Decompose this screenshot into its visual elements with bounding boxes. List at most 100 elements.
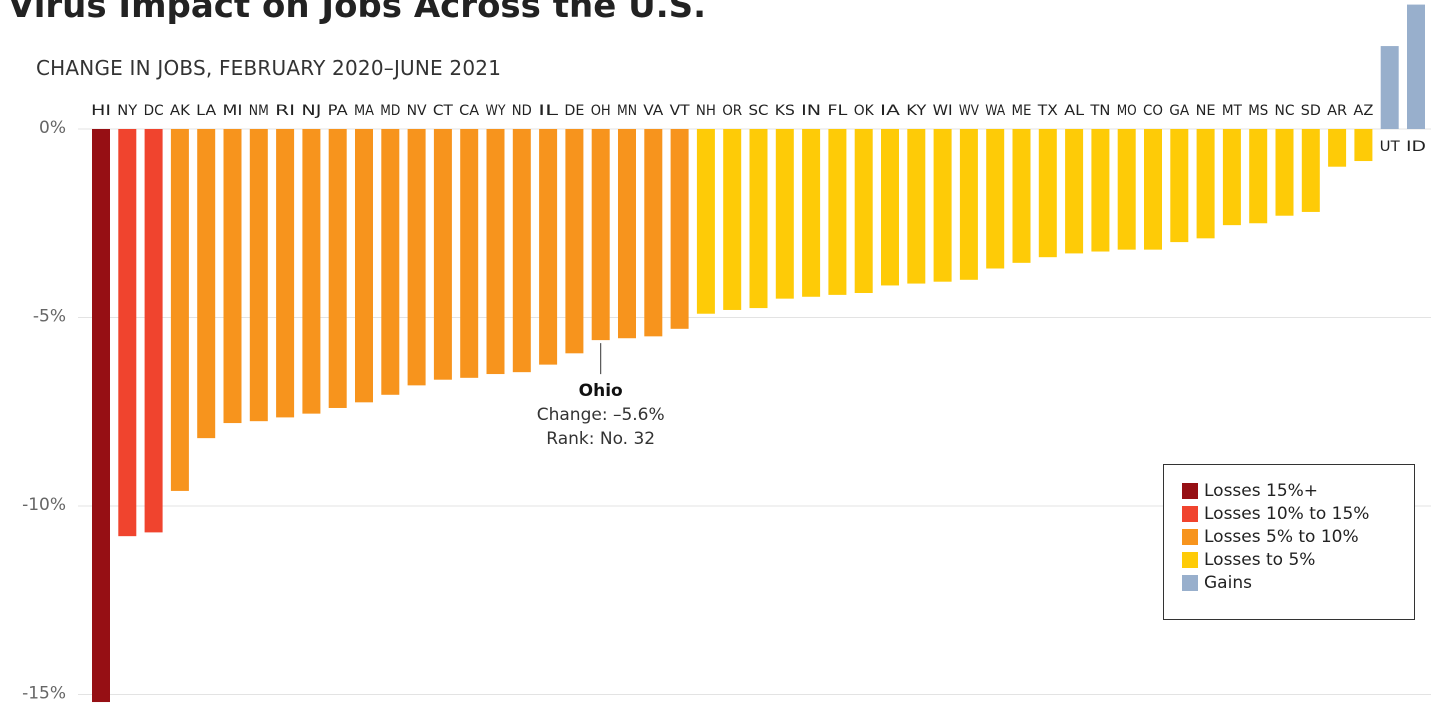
annotation-title: Ohio [579, 381, 623, 401]
annotation-line: Change: –5.6% [537, 405, 665, 425]
chart-title: Virus Impact on Jobs Across the U.S. [8, 0, 707, 26]
state-label-al: AL [1064, 103, 1084, 119]
bar-pa [328, 129, 347, 408]
state-label-ia: IA [880, 103, 901, 119]
bar-il [539, 129, 558, 365]
state-label-ny: NY [117, 103, 137, 119]
state-label-ky: KY [906, 103, 927, 119]
bar-wa [986, 129, 1005, 269]
state-label-tx: TX [1037, 103, 1059, 119]
bar-wi [933, 129, 952, 282]
bar-ak [170, 129, 189, 491]
bar-mi [223, 129, 242, 424]
state-label-pa: PA [328, 103, 348, 119]
bar-ri [276, 129, 295, 418]
legend-swatch [1182, 505, 1198, 522]
y-tick-label: -15% [22, 684, 66, 704]
bar-ma [355, 129, 373, 403]
bar-mn [618, 129, 636, 339]
state-label-ar: AR [1327, 103, 1347, 119]
state-label-la: LA [196, 103, 216, 119]
bar-ar [1328, 129, 1347, 167]
legend-swatch [1182, 551, 1198, 568]
state-label-sc: SC [749, 103, 769, 119]
bar-or [723, 129, 742, 310]
bar-in [802, 129, 821, 297]
state-label-me: ME [1012, 103, 1032, 119]
bar-ny [118, 129, 137, 537]
bar-ks [775, 129, 794, 299]
state-labels: HI NY DC AK LA MI NM RI NJ PA MA MD NV CT CA WY ND IL DE OH… [91, 103, 1426, 155]
bar-co [1144, 129, 1162, 250]
bar-nh [696, 129, 715, 314]
y-tick-label: -10% [22, 495, 66, 515]
bar-hi [92, 129, 110, 703]
state-label-ma: MA [354, 103, 374, 119]
bar-md [381, 129, 400, 395]
bar-wv [959, 129, 978, 280]
bar-dc [144, 129, 163, 533]
bar-ct [433, 129, 452, 380]
state-label-de: DE [564, 103, 584, 119]
state-label-co: CO [1143, 103, 1163, 119]
state-label-wv: WV [959, 103, 979, 119]
legend-swatch [1182, 482, 1198, 499]
state-label-nm: NM [249, 103, 269, 119]
annotation-line: Rank: No. 32 [546, 429, 655, 449]
state-label-mn: MN [617, 103, 637, 119]
state-label-az: AZ [1353, 103, 1373, 119]
bar-sd [1301, 129, 1320, 212]
bar-de [565, 129, 584, 354]
state-label-in: IN [801, 103, 821, 119]
bar-ok [854, 129, 873, 293]
bar-id [1407, 4, 1425, 130]
bar-ia [881, 129, 899, 286]
state-label-nj: NJ [301, 103, 321, 119]
legend-swatch [1182, 528, 1198, 545]
bar-ga [1170, 129, 1189, 243]
state-label-nc: NC [1275, 103, 1295, 119]
legend-item: Losses 15%+ [1182, 479, 1414, 502]
state-label-id: ID [1406, 139, 1426, 155]
bar-al [1065, 129, 1084, 254]
bar-mo [1117, 129, 1136, 250]
bar-ne [1196, 129, 1215, 239]
state-label-wy: WY [486, 103, 506, 119]
state-label-ct: CT [433, 103, 453, 119]
bar-va [644, 129, 663, 337]
bar-tn [1091, 129, 1110, 252]
bar-wy [486, 129, 505, 375]
chart-subtitle: CHANGE IN JOBS, FEBRUARY 2020–JUNE 2021 [36, 56, 502, 80]
legend-swatch [1182, 574, 1198, 591]
state-label-ms: MS [1248, 103, 1268, 119]
state-label-tn: TN [1089, 103, 1110, 119]
state-label-hi: HI [91, 103, 111, 119]
state-label-ok: OK [854, 103, 875, 119]
bar-nd [512, 129, 531, 373]
bar-la [197, 129, 216, 439]
state-label-mi: MI [223, 103, 243, 119]
state-label-fl: FL [827, 103, 847, 119]
bar-ky [907, 129, 926, 284]
bar-mt [1222, 129, 1241, 226]
bars [92, 4, 1425, 703]
state-label-ak: AK [170, 103, 191, 119]
legend-label: Losses 15%+ [1204, 480, 1319, 501]
legend-label: Losses to 5% [1204, 549, 1316, 570]
bar-nm [249, 129, 268, 422]
state-label-mt: MT [1222, 103, 1242, 119]
legend-item: Losses 5% to 10% [1182, 525, 1414, 548]
ohio-annotation: Ohio Change: –5.6% Rank: No. 32 [537, 343, 665, 449]
bar-fl [828, 129, 847, 295]
state-label-wi: WI [933, 103, 953, 119]
state-label-dc: DC [144, 103, 164, 119]
bar-tx [1038, 129, 1057, 258]
state-label-wa: WA [985, 103, 1005, 119]
legend: Losses 15%+ Losses 10% to 15% Losses 5% … [1163, 464, 1415, 620]
state-label-ks: KS [775, 103, 795, 119]
y-tick-label: 0% [39, 118, 66, 138]
bar-nj [302, 129, 321, 414]
bar-sc [749, 129, 768, 309]
state-label-sd: SD [1301, 103, 1321, 119]
